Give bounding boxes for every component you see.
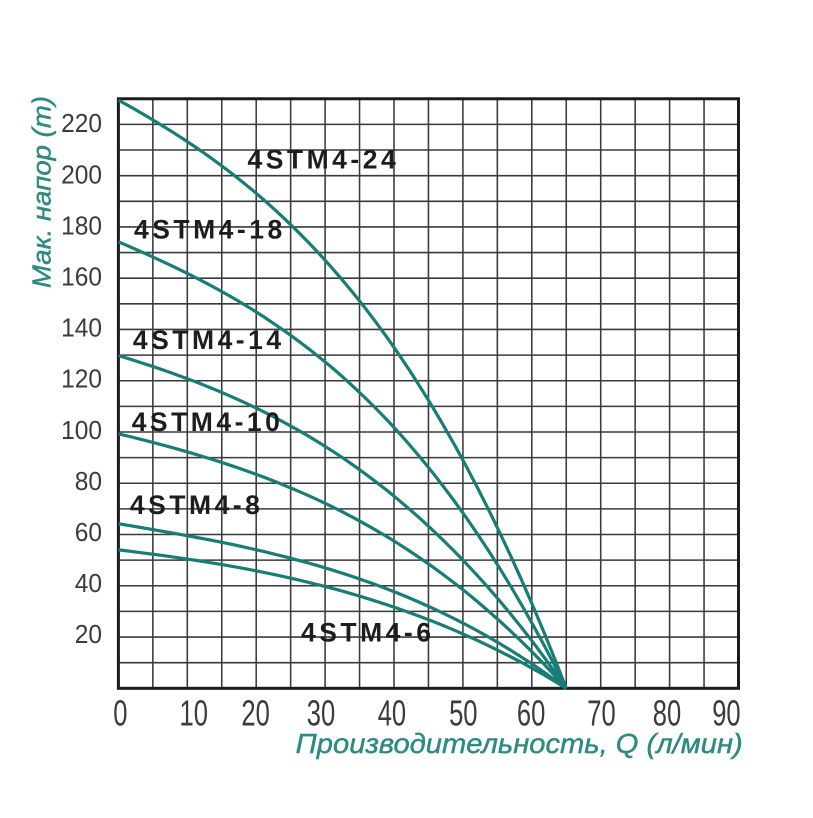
svg-text:180: 180 (61, 212, 102, 241)
svg-text:120: 120 (61, 365, 102, 394)
svg-text:4STM4-6: 4STM4-6 (301, 617, 434, 647)
svg-text:100: 100 (61, 416, 102, 445)
svg-text:60: 60 (517, 693, 545, 733)
svg-text:10: 10 (179, 693, 207, 733)
svg-text:4STM4-8: 4STM4-8 (130, 490, 263, 520)
svg-text:4STM4-24: 4STM4-24 (248, 144, 400, 174)
svg-text:220: 220 (61, 110, 102, 139)
svg-text:200: 200 (61, 161, 102, 190)
svg-text:40: 40 (75, 570, 102, 599)
svg-text:90: 90 (712, 693, 740, 733)
svg-text:20: 20 (241, 693, 269, 733)
svg-text:70: 70 (587, 693, 615, 733)
svg-text:80: 80 (75, 467, 102, 496)
svg-text:4STM4-10: 4STM4-10 (132, 407, 284, 437)
svg-text:80: 80 (653, 693, 681, 733)
svg-text:160: 160 (61, 263, 102, 292)
svg-text:4STM4-14: 4STM4-14 (133, 325, 285, 355)
svg-text:30: 30 (307, 693, 335, 733)
svg-text:140: 140 (61, 314, 102, 343)
svg-text:50: 50 (449, 693, 477, 733)
svg-text:20: 20 (75, 621, 102, 650)
svg-text:Мак. напор (m): Мак. напор (m) (27, 96, 57, 288)
svg-text:60: 60 (75, 518, 102, 547)
svg-text:Производительность, Q (л/мин): Производительность, Q (л/мин) (296, 728, 743, 759)
svg-text:0: 0 (113, 693, 127, 733)
svg-text:4STM4-18: 4STM4-18 (134, 215, 286, 245)
svg-text:40: 40 (378, 693, 406, 733)
